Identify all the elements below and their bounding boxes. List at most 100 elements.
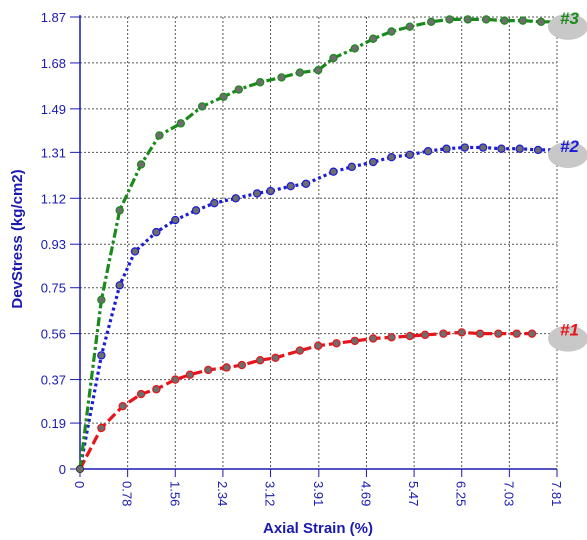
series-3-point xyxy=(536,17,546,27)
x-axis-title: Axial Strain (%) xyxy=(263,520,373,537)
y-tick-label: 0.56 xyxy=(41,327,66,342)
x-tick-label: 4.69 xyxy=(358,481,373,506)
series-1-point xyxy=(350,336,360,346)
series-2-point xyxy=(152,227,161,237)
series-3-point xyxy=(329,53,338,63)
y-tick-label: 0.75 xyxy=(41,281,66,296)
grid xyxy=(80,16,558,469)
series-1-point xyxy=(332,339,341,348)
series-2-point xyxy=(405,150,415,159)
series-2-point xyxy=(497,144,506,153)
series-1-point xyxy=(222,363,231,372)
series-2-point xyxy=(301,179,311,188)
series-1-point xyxy=(204,365,213,375)
series-3-point xyxy=(115,206,124,215)
series-2-point xyxy=(97,351,106,360)
series-1-point xyxy=(494,329,503,338)
series-2-point xyxy=(387,152,396,162)
origin-point xyxy=(75,464,85,474)
series-3-point xyxy=(405,22,415,31)
series-1-point xyxy=(295,346,305,355)
series-2-point xyxy=(286,181,295,191)
series-3-point xyxy=(136,160,146,169)
series-1-point xyxy=(368,334,378,343)
series-1-point xyxy=(420,330,430,340)
x-tick-label: 6.25 xyxy=(454,481,469,506)
series-3-point xyxy=(445,15,454,24)
series-3-tag: #3 xyxy=(548,9,587,40)
y-tick-label: 1.12 xyxy=(41,191,66,206)
series-3-point xyxy=(277,73,286,82)
series-2-point xyxy=(515,144,524,153)
series-2-point xyxy=(252,189,262,198)
series-1-point xyxy=(97,423,106,433)
series-3-tag-label: #3 xyxy=(560,9,579,28)
series-3-point xyxy=(500,16,509,25)
series-2-point xyxy=(191,206,201,215)
series-2-point xyxy=(130,247,140,256)
x-tick-label: 7.03 xyxy=(501,481,516,506)
x-tick-label: 3.12 xyxy=(263,481,278,506)
series-3-point xyxy=(481,15,491,24)
series-1-point xyxy=(171,375,180,384)
series-1-point xyxy=(255,356,265,365)
series-2-point xyxy=(368,157,378,167)
x-tick-label: 1.56 xyxy=(167,481,182,506)
series-3-point xyxy=(255,78,265,87)
series-3-point xyxy=(295,68,305,77)
series-2-point xyxy=(423,146,433,156)
axes: 0 0.19 0.37 0.56 0.75 0.93 1.12 1.31 1.49 1.68 1.8… xyxy=(41,10,564,506)
series-3-line xyxy=(78,17,560,470)
y-tick-label: 0 xyxy=(59,462,66,477)
series-3-point xyxy=(518,16,527,25)
series-1-point xyxy=(136,389,146,399)
series-3-point xyxy=(368,34,378,43)
series-2-point xyxy=(329,167,338,176)
series-2-point xyxy=(210,198,219,208)
x-tick-label: 2.34 xyxy=(215,481,230,506)
y-tick-label: 1.31 xyxy=(41,145,66,160)
x-tick-label: 7.81 xyxy=(549,481,564,506)
series-2-point xyxy=(115,281,124,290)
x-tick-label: 3.91 xyxy=(311,481,326,506)
series-1-tag-bubble xyxy=(548,325,587,352)
series-3-point xyxy=(463,15,473,24)
series-2-point xyxy=(460,143,469,152)
series-1-point xyxy=(405,331,415,341)
series-1-tag-label: #1 xyxy=(560,321,579,340)
series-3-point xyxy=(313,65,323,75)
y-tick-label: 1.49 xyxy=(41,102,66,117)
series-3-point xyxy=(97,295,106,305)
series-1-tag: #1 xyxy=(548,321,587,352)
series-2-point xyxy=(231,194,240,203)
y-tick-label: 1.87 xyxy=(41,10,66,25)
y-tick-label: 0.37 xyxy=(41,373,66,388)
y-tick-label: 1.68 xyxy=(41,56,66,71)
series-2-tag-bubble xyxy=(548,141,587,168)
series-3-point xyxy=(426,17,436,27)
series-1-line xyxy=(78,330,532,470)
series-1-point xyxy=(457,328,466,337)
series-1-point xyxy=(527,329,537,338)
series-layer xyxy=(75,15,564,474)
series-3-point xyxy=(350,44,360,53)
series-3-point xyxy=(197,102,207,111)
y-tick-label: 0.19 xyxy=(41,416,66,431)
series-3-tag-bubble xyxy=(548,13,587,40)
series-2-tag: #2 xyxy=(548,137,587,168)
series-tags: #1 #2 #3 xyxy=(548,9,587,352)
y-axis-title: DevStress (kg/cm2) xyxy=(9,169,26,308)
series-2-point xyxy=(478,143,488,152)
series-3-point xyxy=(176,119,185,128)
y-tick-label: 0.93 xyxy=(41,237,66,252)
series-2-point xyxy=(533,145,543,155)
series-2-tag-label: #2 xyxy=(560,137,579,156)
series-1-point xyxy=(118,401,127,411)
series-2-line xyxy=(78,145,557,470)
series-1-point xyxy=(512,329,521,338)
series-2-point xyxy=(171,215,180,225)
x-tick-label: 0 xyxy=(72,481,87,488)
series-1-point xyxy=(387,333,396,342)
series-3-point xyxy=(155,131,164,140)
